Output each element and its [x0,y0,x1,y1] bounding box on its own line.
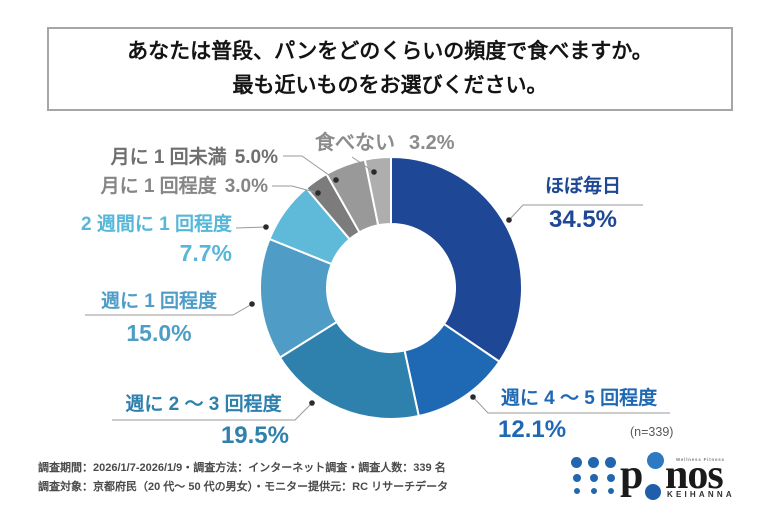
logo-text-p: p [620,452,643,498]
segment-value: 3.0% [224,176,268,197]
segment-value: 12.1% [498,416,567,443]
logo-tagline: Wellness Fitness [676,457,725,462]
segment-name: 2 週間に 1 回程度 [81,214,232,235]
title-line-1: あなたは普段、パンをどのくらいの頻度で食べますか。 [127,39,653,63]
logo-region: KEIHANNA [667,490,735,499]
leader-dot-4 [263,224,269,230]
leader-dot-0 [506,217,512,223]
leader-line-7 [351,156,375,173]
segment-name: 週に 4 ～ 5 回程度 [500,388,658,409]
segment-name: 食べない [315,132,395,154]
leader-line-6 [283,155,337,181]
segment-name: 週に 1 回程度 [100,291,218,312]
survey-methodology-footer: 調査期間：2026/1/7-2026/1/9・調査方法：インターネット調査・調査… [38,459,448,497]
donut-slice-2 [278,320,420,420]
segment-value: 7.7% [179,240,232,266]
segment-name: ほぼ毎日 [544,176,621,197]
leader-line-5 [272,185,319,194]
leader-line-4 [235,226,267,229]
leader-dot-6 [333,177,339,183]
leader-line-0 [508,204,643,221]
segment-value: 34.5% [548,206,618,233]
label-never-eat: 食べない 3.2% [315,131,455,155]
segment-value: 19.5% [220,422,289,449]
label-almost-every-day: ほぼ毎日 34.5% [523,176,643,232]
segment-name: 月に 1 回未満 [110,147,227,168]
leader-line-3 [85,303,253,316]
segment-value: 15.0% [126,320,192,346]
label-once-per-two-weeks: 2 週間に 1 回程度 7.7% [60,214,232,265]
logo-text-nos: nos [665,452,724,498]
title-line-2: 最も近いものをお選びください。 [232,74,548,97]
leader-dot-3 [249,301,255,307]
survey-question-title: あなたは普段、パンをどのくらいの頻度で食べますか。 最も近いものをお選びください… [47,27,733,111]
segment-name: 月に 1 回程度 [100,176,217,197]
segment-name: 週に 2 ～ 3 回程度 [125,394,282,415]
label-once-per-month: 月に 1 回程度 3.0% [40,175,268,199]
donut-slice-0 [390,156,523,363]
label-once-per-week: 週に 1 回程度 15.0% [85,291,233,345]
leader-dot-5 [315,190,321,196]
label-4-5-times-per-week: 週に 4 ～ 5 回程度 12.1% [488,388,670,442]
leader-dot-1 [470,394,476,400]
leader-dot-7 [371,169,377,175]
donut-slice-7 [363,156,392,227]
label-2-3-times-per-week: 週に 2 ～ 3 回程度 19.5% [112,394,295,448]
leader-line-2 [112,402,313,421]
footer-line-1: 調査期間：2026/1/7-2026/1/9・調査方法：インターネット調査・調査… [38,462,446,474]
leader-dot-2 [309,400,315,406]
footer-line-2: 調査対象：京都府民（20 代～ 50 代の男女）・モニター提供元：RC リサーチ… [38,481,449,493]
segment-value: 5.0% [234,147,278,168]
segment-value: 3.2% [409,132,455,154]
label-less-than-once-per-month: 月に 1 回未満 5.0% [40,146,278,170]
logo-i-dot-bottom-icon [645,484,661,500]
logo-i-dot-top-icon [647,452,664,469]
sample-size: (n=339) [630,425,674,439]
leader-line-1 [472,396,670,414]
